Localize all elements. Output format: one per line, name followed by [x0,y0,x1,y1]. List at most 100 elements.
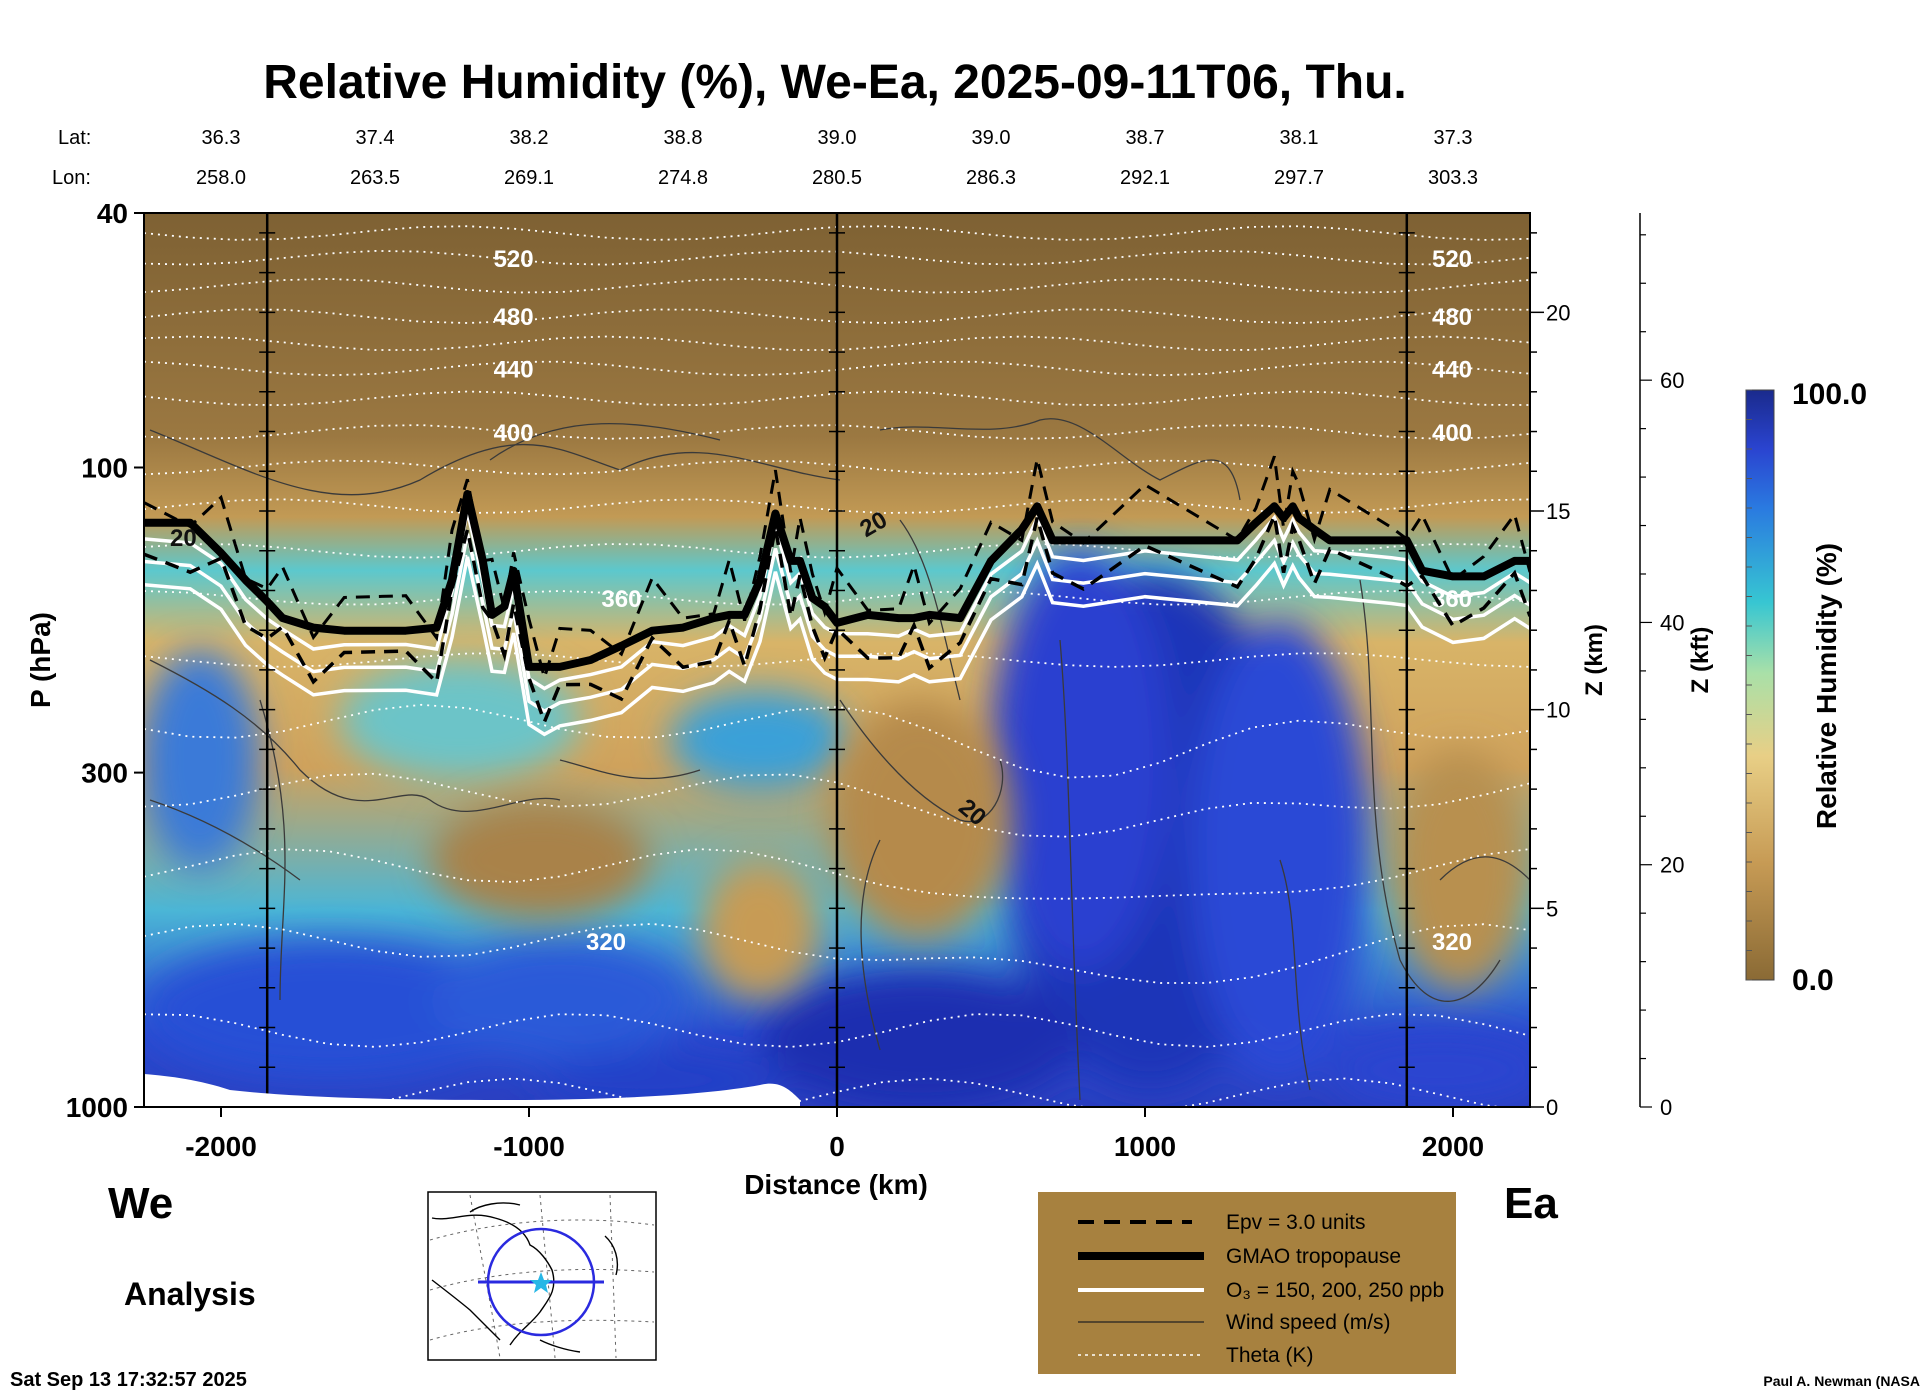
theta-label: 480 [494,304,534,331]
theta-contour [144,498,1530,514]
rh-region [760,970,1080,1107]
theta-label: 320 [586,929,626,956]
theta-label: 520 [1432,246,1472,273]
lon-value: 297.7 [1274,167,1324,189]
epv-contour [144,455,1530,684]
map-graticule [429,1194,655,1359]
theta-contour [144,772,1530,838]
legend-theta-label: Theta (K) [1226,1344,1314,1367]
x-axis-label: Distance (km) [744,1169,928,1200]
analysis-label: Analysis [124,1276,256,1312]
wind-contour [259,699,286,1001]
lat-value: 38.2 [510,127,549,149]
theta-contour [144,848,1530,900]
rh-moist-regions [144,550,1530,1107]
wind-contour [1439,856,1530,881]
lon-label: Lon: [52,167,91,189]
tropopause-path [144,490,1530,671]
rh-region [830,700,1010,940]
lon-value: 280.5 [812,167,862,189]
credit: Paul A. Newman (NASA [1763,1373,1920,1389]
wind-contour [559,759,701,780]
theta-label: 520 [494,246,534,273]
p-tick-label: 300 [81,758,128,789]
wind-contour [899,519,961,701]
ozone-contour [144,533,1530,714]
legend-epv-label: Epv = 3.0 units [1226,1211,1366,1234]
lon-value: 258.0 [196,167,246,189]
rh-region [670,690,850,790]
wind-contour [489,423,721,461]
timestamp: Sat Sep 13 17:32:57 2025 [10,1369,247,1391]
lat-label: Lat: [58,127,91,149]
ozone-contour [144,556,1530,737]
x-tick-label: 1000 [1114,1131,1176,1162]
west-label: We [108,1179,173,1228]
wind-contour-label: 20 [170,525,197,552]
theta-label: 440 [494,356,534,383]
map-coastlines [431,1202,619,1353]
p-tick-label: 100 [81,452,128,483]
theta-contour [144,652,1530,668]
x-tick-label: 2000 [1422,1131,1484,1162]
rh-region [700,860,820,1000]
wind-contour [1359,579,1501,1002]
lat-value: 37.3 [1434,127,1473,149]
x-axis: -2000 -1000 0 1000 2000 [185,1107,1484,1162]
z-km-axis-label: Z (km) [1581,624,1608,696]
rh-region [430,940,690,1060]
z-kft-tick-label: 20 [1660,853,1684,878]
legend-tropopause-label: GMAO tropopause [1226,1245,1401,1268]
z-kft-tick-label: 0 [1660,1095,1672,1120]
lon-value: 263.5 [350,167,400,189]
below-ground-mask [144,1074,800,1107]
wind-contour [149,799,301,881]
z-kft-axis-label: Z (kft) [1687,627,1714,694]
lon-value: 269.1 [504,167,554,189]
x-tick-label: -1000 [493,1131,565,1162]
z-km-tick-label: 0 [1546,1095,1558,1120]
map-center-star-icon [530,1272,552,1293]
z-km-tick-label: 10 [1546,698,1570,723]
tropopause-line [144,490,1530,671]
inset-map [427,1191,657,1361]
theta-label: 400 [1432,420,1472,447]
lon-value: 303.3 [1428,167,1478,189]
colorbar-label: Relative Humidity (%) [1811,543,1842,829]
rh-region [1390,750,1530,990]
rh-region [1330,1030,1530,1107]
colorbar-max-label: 100.0 [1792,378,1867,411]
p-tick-label: 1000 [66,1092,128,1123]
theta-label: 440 [1432,356,1472,383]
z-km-tick-label: 15 [1546,499,1570,524]
legend: Epv = 3.0 units GMAO tropopause O₃ = 150… [1038,1192,1456,1374]
theta-label: 320 [1432,929,1472,956]
legend-wind-label: Wind speed (m/s) [1226,1311,1391,1334]
epv-contour [144,509,1530,727]
wind-contour [839,699,1004,823]
z-kft-tick-label: 40 [1660,610,1684,635]
wind-contour [860,839,881,1051]
wind-contour [1279,859,1311,1091]
x-tick-label: -2000 [185,1131,257,1162]
z-km-tick-label: 5 [1546,896,1558,921]
lat-value: 38.8 [664,127,703,149]
wind-contour [149,659,561,812]
z-km-axis: 0 5 10 15 20 [1530,232,1570,1120]
lat-value: 36.3 [202,127,241,149]
rh-region [144,650,260,870]
chart-title: Relative Humidity (%), We-Ea, 2025-09-11… [263,56,1407,109]
rh-region [1190,620,1370,1080]
colorbar-min-label: 0.0 [1792,964,1834,997]
east-label: Ea [1504,1179,1558,1228]
lat-value: 39.0 [818,127,857,149]
x-tick-label: 0 [829,1131,845,1162]
wind-contour [1059,639,1081,1101]
lat-value: 39.0 [972,127,1011,149]
lon-value: 292.1 [1120,167,1170,189]
p-tick-label: 40 [97,198,128,229]
z-kft-tick-label: 60 [1660,368,1684,393]
colorbar-ticks [1746,389,1752,981]
